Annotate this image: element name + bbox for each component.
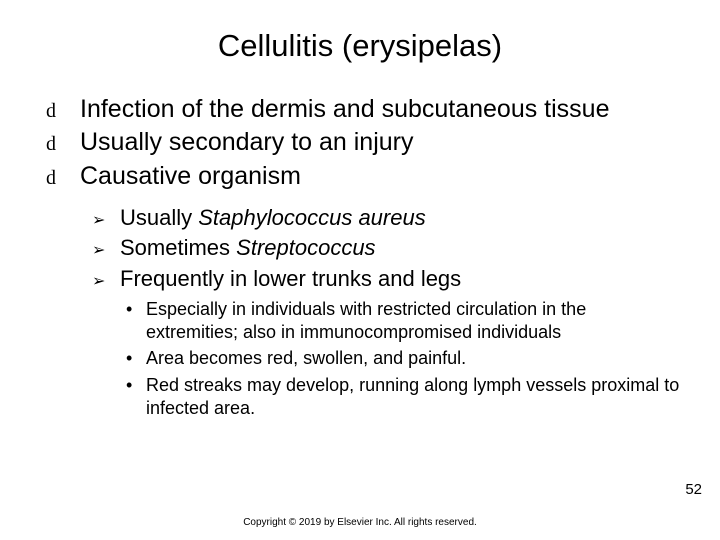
list-item: ➢ Sometimes Streptococcus: [92, 234, 680, 263]
bullet-list-level3: • Especially in individuals with restric…: [46, 298, 680, 421]
chevron-right-icon: ➢: [92, 241, 120, 262]
dot-icon: •: [126, 376, 146, 394]
list-item: d Infection of the dermis and subcutaneo…: [46, 94, 680, 125]
bullet-icon: d: [46, 166, 80, 191]
list-item: d Usually secondary to an injury: [46, 127, 680, 158]
list-text: Usually secondary to an injury: [80, 127, 414, 158]
list-item: d Causative organism: [46, 161, 680, 192]
bullet-list-level2: ➢ Usually Staphylococcus aureus ➢ Someti…: [46, 204, 680, 294]
list-text: Causative organism: [80, 161, 301, 192]
list-text: Area becomes red, swollen, and painful.: [146, 347, 466, 370]
list-item: ➢ Usually Staphylococcus aureus: [92, 204, 680, 233]
list-text: Usually Staphylococcus aureus: [120, 204, 426, 233]
list-text: Infection of the dermis and subcutaneous…: [80, 94, 610, 125]
list-item: • Especially in individuals with restric…: [126, 298, 680, 345]
list-item: ➢ Frequently in lower trunks and legs: [92, 265, 680, 294]
slide: Cellulitis (erysipelas) d Infection of t…: [0, 0, 720, 540]
slide-title: Cellulitis (erysipelas): [40, 28, 680, 64]
bullet-icon: d: [46, 132, 80, 157]
list-text: Frequently in lower trunks and legs: [120, 265, 461, 294]
list-item: • Area becomes red, swollen, and painful…: [126, 347, 680, 370]
dot-icon: •: [126, 349, 146, 367]
chevron-right-icon: ➢: [92, 211, 120, 232]
chevron-right-icon: ➢: [92, 272, 120, 293]
list-text: Red streaks may develop, running along l…: [146, 374, 680, 421]
copyright-text: Copyright © 2019 by Elsevier Inc. All ri…: [0, 517, 720, 528]
list-text: Especially in individuals with restricte…: [146, 298, 680, 345]
list-item: • Red streaks may develop, running along…: [126, 374, 680, 421]
bullet-icon: d: [46, 99, 80, 124]
page-number: 52: [685, 481, 702, 498]
dot-icon: •: [126, 300, 146, 318]
list-text: Sometimes Streptococcus: [120, 234, 376, 263]
slide-content: d Infection of the dermis and subcutaneo…: [40, 94, 680, 420]
bullet-list-level1: d Infection of the dermis and subcutaneo…: [46, 94, 680, 192]
